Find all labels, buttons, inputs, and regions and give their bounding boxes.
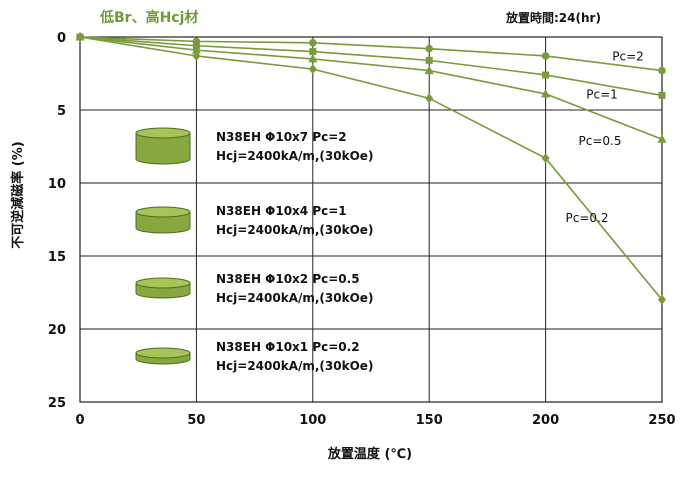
- y-tick-label: 20: [48, 323, 66, 338]
- sample-spec-line1: N38EH Φ10x7 Pc=2: [216, 130, 347, 144]
- sample-spec-line2: Hcj=2400kA/m,(30kOe): [216, 291, 373, 305]
- sample-item: N38EH Φ10x1 Pc=0.2 Hcj=2400kA/m,(30kOe): [135, 340, 373, 373]
- y-tick-label: 15: [48, 250, 66, 265]
- y-tick-label: 25: [48, 396, 66, 411]
- sample-spec-line2: Hcj=2400kA/m,(30kOe): [216, 223, 373, 237]
- series-lines: [79, 36, 663, 301]
- x-tick-label: 150: [416, 413, 443, 428]
- series-line: [79, 36, 663, 72]
- series-label: Pc=0.2: [566, 211, 609, 225]
- data-point: [541, 52, 550, 60]
- series-label: Pc=1: [586, 87, 618, 101]
- sample-spec-line1: N38EH Φ10x1 Pc=0.2: [216, 340, 360, 354]
- data-point: [425, 93, 434, 104]
- data-point: [192, 50, 201, 61]
- sample-item: N38EH Φ10x2 Pc=0.5 Hcj=2400kA/m,(30kOe): [135, 272, 373, 305]
- sample-item: N38EH Φ10x4 Pc=1 Hcj=2400kA/m,(30kOe): [135, 204, 373, 237]
- sample-item: N38EH Φ10x7 Pc=2 Hcj=2400kA/m,(30kOe): [135, 127, 373, 165]
- data-point: [541, 88, 551, 98]
- x-tick-label: 50: [187, 413, 205, 428]
- samples: N38EH Φ10x7 Pc=2Hcj=2400kA/m,(30kOe)N38E…: [135, 127, 373, 373]
- x-ticks: 0 50 100 150 200 250: [75, 413, 675, 428]
- chart-note: 放置時間:24(hr): [505, 10, 601, 25]
- x-axis-title: 放置温度 (℃): [327, 446, 412, 462]
- y-tick-label: 0: [57, 31, 66, 46]
- series-label: Pc=2: [612, 50, 644, 64]
- magnet-cylinder-top: [135, 127, 191, 139]
- chart-subtitle: 低Br、高Hcj材: [99, 9, 198, 26]
- x-tick-label: 200: [532, 413, 559, 428]
- y-ticks: 0 5 10 15 20 25: [48, 31, 66, 411]
- x-tick-label: 0: [75, 413, 84, 428]
- magnet-cylinder-top: [135, 347, 191, 359]
- x-tick-label: 250: [648, 413, 675, 428]
- data-point: [424, 65, 434, 75]
- series-line: [79, 36, 663, 140]
- sample-spec-line1: N38EH Φ10x2 Pc=0.5: [216, 272, 360, 286]
- sample-spec-line2: Hcj=2400kA/m,(30kOe): [216, 149, 373, 163]
- magnet-cylinder-top: [135, 206, 191, 218]
- data-point: [425, 44, 434, 53]
- plot-area-border: [79, 36, 663, 403]
- y-tick-label: 10: [48, 177, 66, 192]
- data-point: [658, 294, 666, 305]
- series-label: Pc=0.5: [579, 134, 622, 148]
- series-markers: [75, 32, 667, 305]
- series-line: [79, 36, 663, 301]
- data-point: [542, 71, 550, 79]
- data-point: [76, 32, 84, 42]
- data-point: [541, 153, 550, 164]
- sample-spec-line1: N38EH Φ10x4 Pc=1: [216, 204, 347, 218]
- data-point: [309, 48, 317, 56]
- magnet-cylinder-body: [135, 132, 191, 165]
- series-line: [79, 36, 663, 97]
- data-point: [658, 66, 666, 75]
- x-tick-label: 100: [299, 413, 326, 428]
- series-labels: Pc=2 Pc=1 Pc=0.5 Pc=0.2: [566, 50, 644, 225]
- plot-frame: [79, 36, 663, 403]
- data-point: [309, 39, 317, 47]
- sample-spec-line2: Hcj=2400kA/m,(30kOe): [216, 359, 373, 373]
- y-axis-title: 不可逆減磁率 (%): [10, 141, 26, 248]
- data-point: [308, 64, 317, 75]
- data-point: [308, 53, 318, 63]
- data-point: [425, 56, 433, 64]
- magnet-cylinder-top: [135, 277, 191, 289]
- data-point: [658, 91, 666, 99]
- data-point: [657, 134, 667, 143]
- magnet-cylinder-body: [135, 211, 191, 234]
- data-point: [191, 45, 201, 54]
- y-tick-label: 5: [57, 104, 66, 119]
